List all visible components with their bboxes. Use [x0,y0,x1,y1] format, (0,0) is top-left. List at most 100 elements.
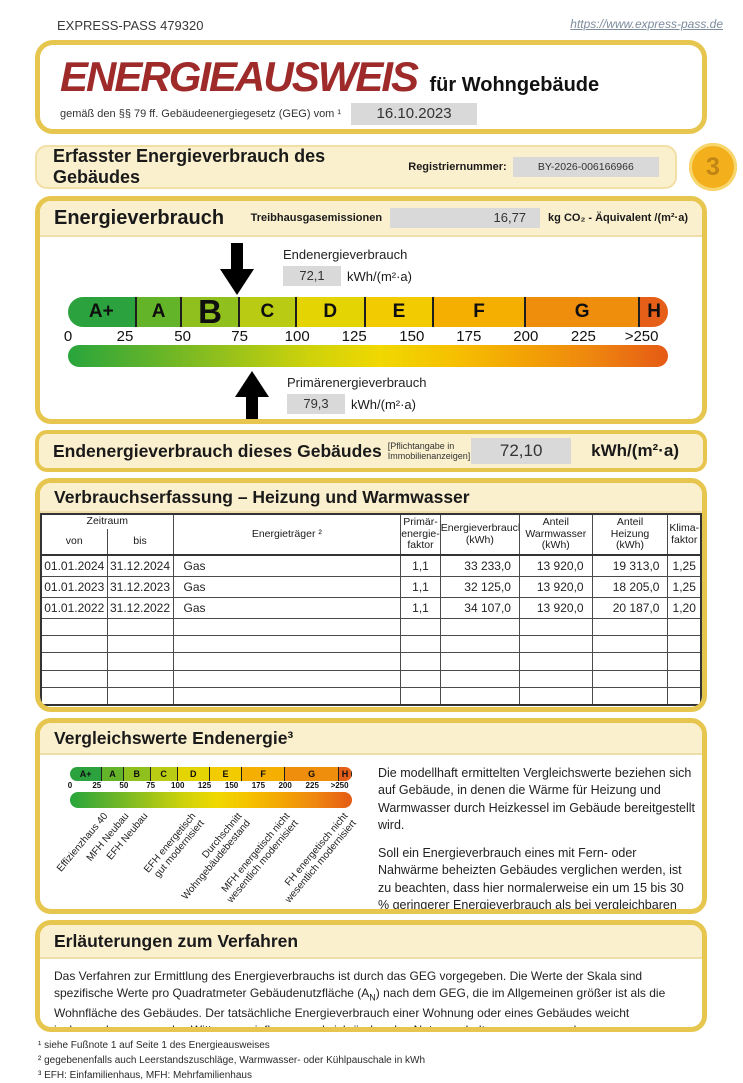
tick-175: 175 [456,328,482,345]
footnote-3: ³ EFH: Einfamilienhaus, MFH: Mehrfamilie… [38,1070,252,1081]
explanation-text-part2: ) nach dem GEG, die im Allgemeinen größe… [54,986,666,1032]
cell-bis: 31.12.2024 [106,554,174,577]
mini-class-d: D [177,767,210,781]
cell-heizung: 19 313,0 [591,554,669,577]
header-climate-factor: Klima- faktor [667,513,702,556]
mini-tick: 75 [146,781,156,790]
header-hot-water: Anteil Warmwasser (kWh) [518,513,593,556]
cell-bis: 31.12.2022 [106,596,174,619]
table-row: 01.01.2023 31.12.2023 Gas 1,1 32 125,0 1… [40,575,702,598]
scale-tick-labels: 0 25 50 75 100 125 150 175 200 225 >250 [64,327,668,345]
tick-200: 200 [513,328,539,345]
cell-pef: 1,1 [400,575,441,598]
rating-class-a: A [136,297,183,327]
rating-class-h: H [640,297,668,327]
rating-class-g: G [525,297,641,327]
cell-pef: 1,1 [400,554,441,577]
energy-consumption-section: Energieverbrauch Treibhausgasemissionen … [35,196,707,424]
consumption-table-section: Verbrauchserfassung – Heizung und Warmwa… [35,478,707,712]
ghg-emissions-value-field: 16,77 [390,208,541,228]
rating-class-d: D [296,297,366,327]
consumption-table: Zeitraum Energieträger ² Primär- energie… [40,513,702,706]
declaration-value-field: 72,10 [471,438,572,464]
energy-section-title: Energieverbrauch [54,206,225,229]
tick-125: 125 [341,328,367,345]
document-reference: EXPRESS-PASS 479320 [57,18,204,33]
table-empty-row [40,634,702,654]
comparison-paragraph-2: Soll ein Energieverbrauch eines mit Fern… [378,846,684,912]
mini-tick: >250 [330,781,349,790]
mini-class-a: A [102,767,124,781]
cell-warmwasser: 13 920,0 [518,554,593,577]
cell-heizung: 20 187,0 [591,596,669,619]
section-bar-title: Erfasster Energieverbrauch des Gebäudes [53,146,326,187]
rating-class-b-highlighted: B [182,297,240,327]
tick-0: 0 [63,328,73,345]
declaration-bar: Endenergieverbrauch dieses Gebäudes [Pfl… [35,430,707,472]
table-empty-row [40,669,702,689]
cell-warmwasser: 13 920,0 [518,596,593,619]
law-reference: gemäß den §§ 79 ff. Gebäudeenergiegesetz… [60,108,342,121]
mini-class-h: H [338,767,352,781]
rating-class-a-plus: A+ [68,297,137,327]
table-empty-row [40,687,702,706]
header-period: Zeitraum [40,513,174,529]
cell-verbrauch: 32 125,0 [439,575,520,598]
primary-energy-value-field: 79,3 [287,394,345,414]
mini-tick: 225 [305,781,319,790]
tick-100: 100 [284,328,310,345]
comparison-paragraph-1: Die modellhaft ermittelten Vergleichswer… [378,766,696,832]
mini-gradient-band [70,792,352,808]
mini-tick: 0 [67,781,73,790]
energy-rating-scale: A+ A B C D E F G H 0 25 50 75 100 125 15… [64,297,668,367]
mini-class-c: C [150,767,178,781]
comparison-rating-scale: A+ A B C D E F G H 0 25 50 75 100 125 15… [67,767,352,808]
tick-50: 50 [174,328,191,345]
cell-von: 01.01.2023 [40,575,108,598]
cell-bis: 31.12.2023 [106,575,174,598]
explanation-text-part1: Das Verfahren zur Ermittlung des Energie… [54,969,643,1001]
mini-class-e: E [209,767,243,781]
mini-class-f: F [242,767,286,781]
comparison-text: Die modellhaft ermittelten Vergleichswer… [378,765,696,912]
consumption-table-title: Verbrauchserfassung – Heizung und Warmwa… [54,486,470,507]
table-row: 01.01.2022 31.12.2022 Gas 1,1 34 107,0 1… [40,596,702,619]
tick-75: 75 [231,328,248,345]
issuer-website-link[interactable]: https://www.express-pass.de [570,17,723,31]
comparison-title: Vergleichswerte Endenergie³ [54,727,294,748]
explanation-subscript: N [369,992,376,1003]
registry-number-label: Registriernummer: [408,161,507,173]
rating-class-band: A+ A B C D E F G H [68,297,668,327]
tick-225: 225 [570,328,596,345]
comparison-section: Vergleichswerte Endenergie³ A+ A B C D E… [35,718,707,914]
mini-class-b: B [123,767,151,781]
cell-verbrauch: 34 107,0 [439,596,520,619]
header-from: von [40,529,108,556]
ghg-emissions-label: Treibhausgasemissionen [250,212,383,224]
header-consumption: Energieverbrauch (kWh) [439,513,520,556]
explanation-section: Erläuterungen zum Verfahren Das Verfahre… [35,920,707,1032]
page-number-badge: 3 [689,143,737,191]
declaration-title: Endenergieverbrauch dieses Gebäudes [53,440,382,461]
tick-25: 25 [116,328,134,345]
title-box: ENERGIEAUSWEIS für Wohngebäude gemäß den… [35,40,707,134]
table-empty-row [40,652,702,671]
tick-150: 150 [399,328,425,345]
cell-pef: 1,1 [400,596,441,619]
tick-over-250: >250 [624,328,659,345]
cell-klima: 1,20 [667,596,702,619]
issue-date-field: 16.10.2023 [351,103,478,126]
mini-tick: 175 [251,781,266,790]
cell-verbrauch: 33 233,0 [439,554,520,577]
end-energy-unit: kWh/(m²·a) [347,268,412,284]
footnotes: ¹ siehe Fußnote 1 auf Seite 1 des Energi… [38,1038,425,1083]
cell-traeger: Gas [172,575,402,598]
primary-energy-label: Primärenergieverbrauch [287,375,427,390]
declaration-unit: kWh/(m²·a) [591,441,679,460]
header-heating: Anteil Heizung (kWh) [591,513,669,556]
end-energy-marker-arrow-icon [220,243,254,300]
header-to: bis [106,529,174,556]
rating-class-f: F [434,297,526,327]
mini-scale-ticks: 0 25 50 75 100 125 150 175 200 225 >250 [67,781,352,792]
cell-heizung: 18 205,0 [591,575,669,598]
